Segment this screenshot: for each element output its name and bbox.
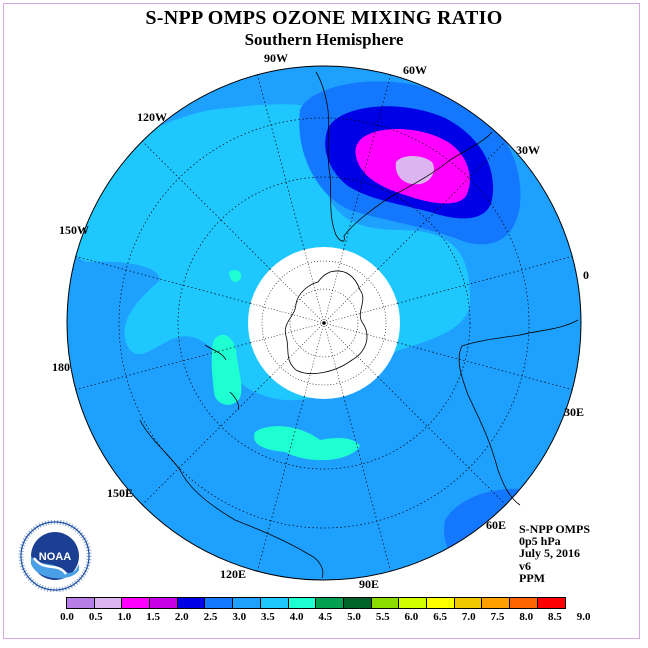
colorbar-swatch bbox=[371, 598, 400, 608]
info-units: PPM bbox=[519, 570, 545, 585]
lon-label-120w: 120W bbox=[137, 110, 167, 124]
noaa-logo-text: NOAA bbox=[39, 551, 71, 563]
colorbar-swatch bbox=[316, 598, 344, 608]
lon-label-120e: 120E bbox=[220, 567, 247, 581]
colorbar-tick-label: 1.0 bbox=[117, 611, 132, 623]
lon-label-150e: 150E bbox=[107, 486, 134, 500]
inner-meridian-line bbox=[270, 269, 325, 324]
colorbar-swatch bbox=[205, 598, 234, 608]
map-subtitle: Southern Hemisphere bbox=[244, 30, 404, 49]
map-boundary bbox=[66, 65, 582, 581]
graticule bbox=[118, 117, 530, 529]
inner-meridian-line bbox=[323, 303, 398, 324]
colorbar bbox=[66, 597, 567, 609]
south-america-coast bbox=[315, 71, 493, 242]
inner-meridian-line bbox=[323, 322, 378, 377]
colorbar-tick-label: 6.5 bbox=[433, 611, 447, 623]
map-title: S-NPP OMPS OZONE MIXING RATIO bbox=[145, 7, 503, 29]
info-date: July 5, 2016 bbox=[519, 546, 581, 561]
colorbar-ticks: 0.0 0.5 1.0 1.5 2.0 2.5 3.0 3.5 4.0 4.5 5.0 5.5 6.0 6… bbox=[52, 611, 612, 625]
colorbar-tick-label: 6.0 bbox=[404, 611, 419, 623]
colorbar-swatch bbox=[177, 598, 206, 608]
colorbar-tick-label: 4.0 bbox=[289, 611, 304, 623]
field-4-0-c bbox=[229, 270, 242, 282]
inner-meridian-line bbox=[323, 249, 344, 324]
info-block: S-NPP OMPS 0p5 hPa July 5, 2016 v6 PPM bbox=[519, 523, 590, 584]
colorbar-swatch bbox=[537, 598, 566, 608]
lon-label-150w: 150W bbox=[59, 223, 89, 237]
info-pressure: 0p5 hPa bbox=[519, 534, 561, 549]
colorbar-tick-label: 0.5 bbox=[88, 611, 103, 623]
colorbar-tick-label: 5.0 bbox=[347, 611, 361, 623]
colorbar-tick-label: 2.5 bbox=[203, 611, 218, 623]
australia-coast bbox=[139, 419, 324, 579]
colorbar-swatch bbox=[150, 598, 178, 608]
inner-meridian-line bbox=[270, 322, 325, 377]
colorbar-tick-label: 3.0 bbox=[232, 611, 247, 623]
colorbar-swatch bbox=[454, 598, 483, 608]
colorbar-swatch bbox=[399, 598, 427, 608]
inner-graticule bbox=[261, 260, 387, 386]
colorbar-tick-label: 9.0 bbox=[576, 611, 591, 623]
field-4-0-b bbox=[211, 334, 242, 405]
colorbar-tick-label: 7.5 bbox=[490, 611, 505, 623]
lon-label-30e: 30E bbox=[564, 405, 585, 419]
colorbar-swatch bbox=[260, 598, 289, 608]
lon-label-180: 180 bbox=[52, 360, 70, 374]
inner-meridian-line bbox=[323, 322, 398, 343]
figure-frame bbox=[3, 3, 640, 639]
inner-meridian-line bbox=[304, 249, 325, 324]
colorbar-swatch bbox=[233, 598, 261, 608]
colorbar-tick-label: 8.0 bbox=[519, 611, 534, 623]
info-satellite: S-NPP OMPS bbox=[519, 522, 590, 536]
inner-meridian-line bbox=[323, 322, 344, 397]
colorbar-swatch bbox=[343, 598, 372, 608]
colorbar-swatch bbox=[482, 598, 510, 608]
inner-meridian-line bbox=[304, 322, 325, 397]
lon-label-60w: 60W bbox=[403, 63, 427, 77]
noaa-logo: NOAA bbox=[18, 520, 92, 592]
colorbar-swatch bbox=[288, 598, 317, 608]
inner-meridian-line bbox=[323, 269, 378, 324]
lon-label-60e: 60E bbox=[486, 518, 507, 532]
antarctica-coast bbox=[284, 270, 368, 374]
colorbar-tick-label: 2.0 bbox=[174, 611, 189, 623]
field-4-0-a bbox=[254, 426, 360, 461]
lon-label-90w: 90W bbox=[264, 51, 288, 65]
lon-label-90e: 90E bbox=[359, 577, 380, 591]
inner-meridians bbox=[250, 249, 398, 397]
colorbar-tick-label: 1.5 bbox=[146, 611, 160, 623]
colorbar-swatch bbox=[67, 598, 95, 608]
colorbar-swatch bbox=[510, 598, 538, 608]
lon-label-0: 0 bbox=[583, 268, 589, 282]
colorbar-tick-label: 3.5 bbox=[261, 611, 275, 623]
inner-meridian-line bbox=[250, 303, 325, 324]
colorbar-swatch bbox=[122, 598, 151, 608]
lon-label-30w: 30W bbox=[516, 143, 540, 157]
colorbar-tick-label: 4.5 bbox=[318, 611, 333, 623]
colorbar-tick-label: 7.0 bbox=[461, 611, 476, 623]
colorbar-swatch bbox=[94, 598, 123, 608]
africa-coast bbox=[458, 319, 579, 506]
new-zealand-coast bbox=[204, 344, 239, 411]
colorbar-tick-label: 8.5 bbox=[548, 611, 562, 623]
colorbar-tick-label: 5.5 bbox=[375, 611, 390, 623]
colorbar-swatch bbox=[426, 598, 455, 608]
inner-meridian-line bbox=[250, 322, 325, 343]
colorbar-tick-label: 0.0 bbox=[60, 611, 74, 623]
info-version: v6 bbox=[519, 558, 531, 573]
